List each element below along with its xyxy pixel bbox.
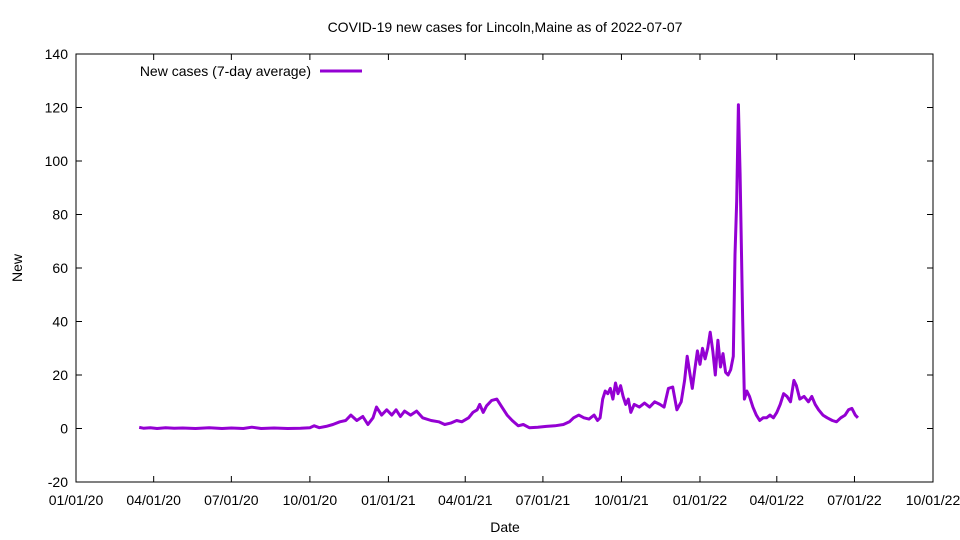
y-tick-label: -20 xyxy=(48,474,68,490)
y-tick-label: 40 xyxy=(52,314,68,330)
x-tick-label: 10/01/22 xyxy=(906,492,960,508)
y-tick-label: 140 xyxy=(45,46,69,62)
y-tick-label: 0 xyxy=(60,421,68,437)
legend-label: New cases (7-day average) xyxy=(140,63,311,79)
x-tick-label: 10/01/21 xyxy=(594,492,649,508)
x-axis-label: Date xyxy=(490,519,520,535)
y-tick-label: 20 xyxy=(52,367,68,383)
x-tick-label: 04/01/20 xyxy=(126,492,181,508)
x-tick-label: 10/01/20 xyxy=(283,492,338,508)
y-tick-label: 100 xyxy=(45,153,69,169)
x-tick-label: 07/01/20 xyxy=(204,492,259,508)
x-axis-ticks: 01/01/20 04/01/20 07/01/20 10/01/20 01/01/21… xyxy=(49,54,960,508)
x-tick-label: 01/01/21 xyxy=(361,492,416,508)
series-line-new-cases xyxy=(138,103,859,430)
x-tick-label: 01/01/22 xyxy=(673,492,728,508)
x-tick-label: 04/01/22 xyxy=(750,492,805,508)
y-tick-label: 120 xyxy=(45,100,69,116)
x-tick-label: 04/01/21 xyxy=(438,492,493,508)
x-tick-label: 07/01/21 xyxy=(516,492,571,508)
y-tick-label: 60 xyxy=(52,260,68,276)
plot-frame xyxy=(75,53,934,483)
legend: New cases (7-day average) xyxy=(140,63,362,79)
x-tick-label: 07/01/22 xyxy=(827,492,882,508)
chart-title: COVID-19 new cases for Lincoln,Maine as … xyxy=(328,19,683,35)
y-axis-label: New xyxy=(9,253,25,282)
y-tick-label: 80 xyxy=(52,207,68,223)
x-tick-label: 01/01/20 xyxy=(49,492,104,508)
y-axis-ticks: -20 0 20 40 60 80 100 120 140 xyxy=(45,46,933,490)
